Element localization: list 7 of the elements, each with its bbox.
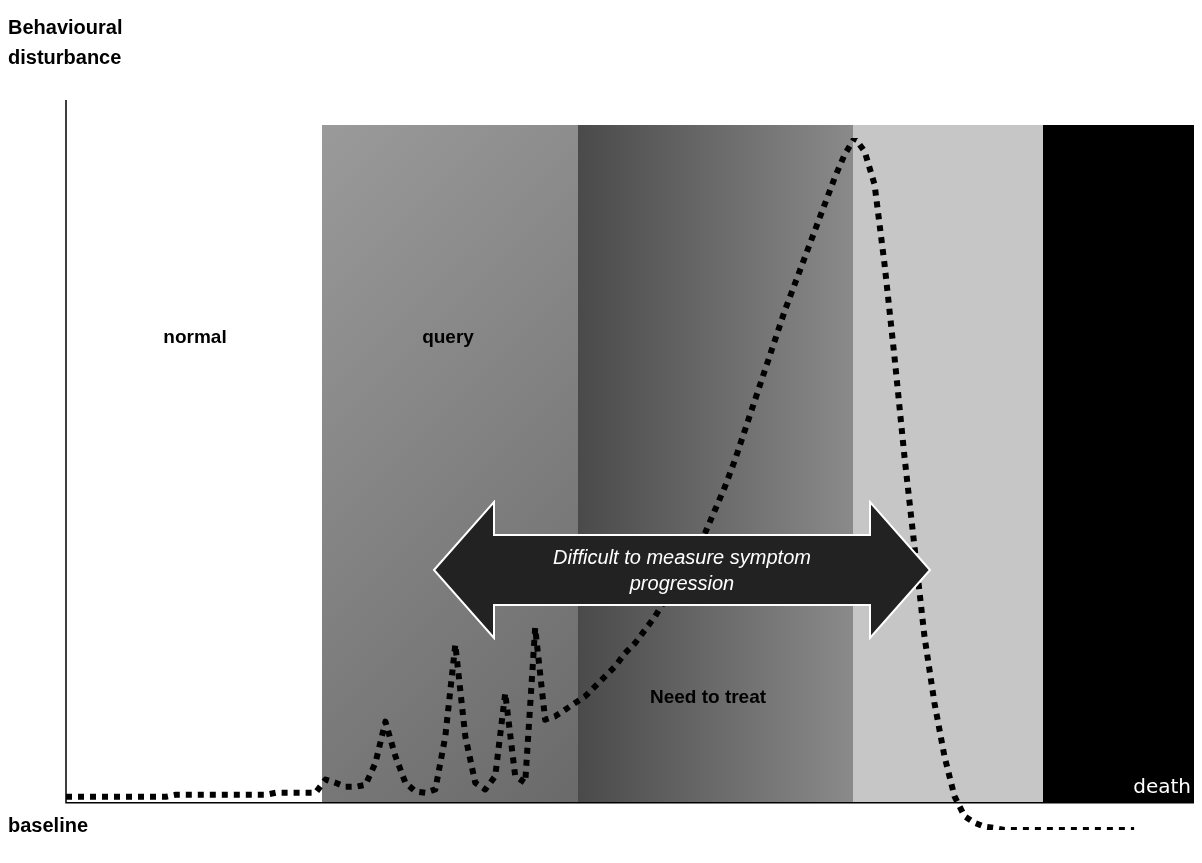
y-axis-title: Behavioural disturbance [8,16,123,68]
annotation: normal [163,325,227,347]
annotation: Need to treat [649,685,767,707]
annotation: Difficult to measure symptom progression [552,545,812,596]
annotation: death [1133,774,1191,799]
annotation: baseline [8,813,89,836]
annotation: query [422,325,475,347]
